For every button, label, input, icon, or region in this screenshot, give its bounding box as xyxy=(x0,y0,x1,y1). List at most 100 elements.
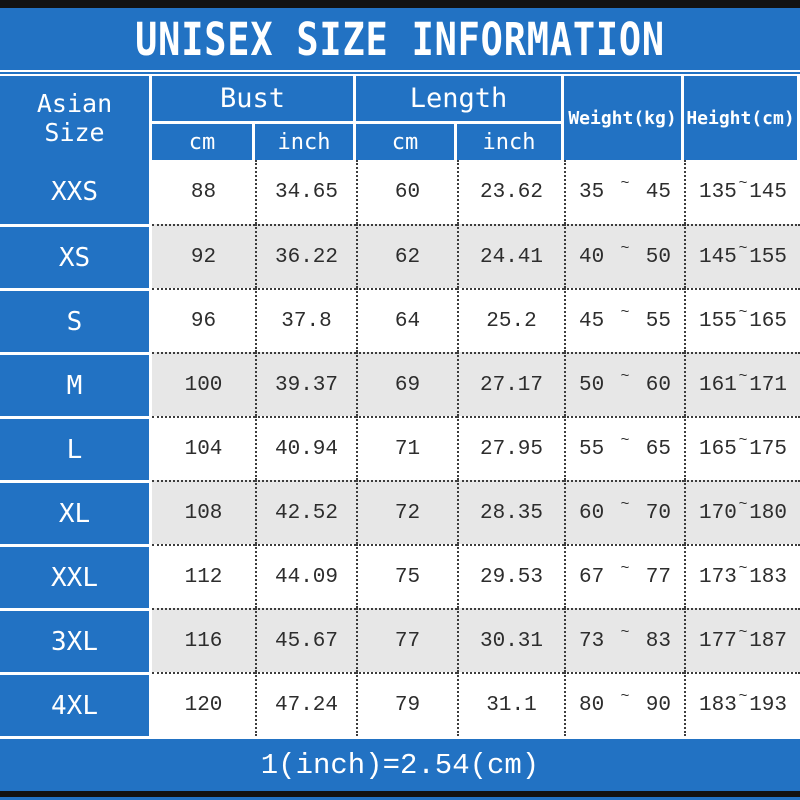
size-label: L xyxy=(0,416,152,480)
tilde-separator: ~ xyxy=(738,239,748,257)
height-hi: 171 xyxy=(749,373,787,397)
title-banner: UNISEX SIZE INFORMATION xyxy=(0,8,800,70)
cell-weight-range: 55 ~65 xyxy=(564,416,685,480)
size-label: 4XL xyxy=(0,672,152,736)
cell-weight-range: 73 ~83 xyxy=(564,608,685,672)
cell-length-cm: 64 xyxy=(356,288,457,352)
column-subheader-length-cm: cm xyxy=(356,124,457,160)
conversion-note-banner: 1(inch)=2.54(cm) xyxy=(0,736,800,791)
height-lo: 173 xyxy=(699,565,737,589)
column-subheader-bust-inch: inch xyxy=(255,124,356,160)
page-title: UNISEX SIZE INFORMATION xyxy=(135,12,665,66)
cell-bust-cm: 112 xyxy=(152,544,255,608)
size-label: XL xyxy=(0,480,152,544)
weight-hi: 65 xyxy=(645,437,671,461)
cell-height-range: 173 ~183 xyxy=(684,544,800,608)
height-hi: 165 xyxy=(749,309,787,333)
column-subheader-bust-cm: cm xyxy=(152,124,255,160)
weight-lo: 80 xyxy=(579,693,605,717)
cell-length-cm: 69 xyxy=(356,352,457,416)
cell-length-inch: 27.17 xyxy=(457,352,565,416)
tilde-separator: ~ xyxy=(738,367,748,385)
weight-hi: 50 xyxy=(645,245,671,269)
height-hi: 155 xyxy=(749,245,787,269)
height-range-values: 170 ~180 xyxy=(686,497,800,525)
cell-height-range: 145 ~155 xyxy=(684,224,800,288)
height-range-values: 155 ~165 xyxy=(686,305,800,333)
cell-bust-inch: 34.65 xyxy=(255,160,356,224)
cell-weight-range: 40 ~50 xyxy=(564,224,685,288)
cell-bust-inch: 39.37 xyxy=(255,352,356,416)
column-subheader-length-inch: inch xyxy=(457,124,565,160)
table-row: XL 108 42.52 72 28.35 60 ~70 170 ~180 xyxy=(0,480,800,544)
tilde-separator: ~ xyxy=(620,303,630,321)
height-hi: 175 xyxy=(749,437,787,461)
table-row: L 104 40.94 71 27.95 55 ~65 165 ~175 xyxy=(0,416,800,480)
cell-weight-range: 45 ~55 xyxy=(564,288,685,352)
height-range-values: 173 ~183 xyxy=(686,561,800,589)
height-range-values: 161 ~171 xyxy=(686,369,800,397)
height-lo: 155 xyxy=(699,309,737,333)
cell-length-inch: 30.31 xyxy=(457,608,565,672)
weight-range-values: 60 ~70 xyxy=(566,497,684,525)
height-lo: 135 xyxy=(699,180,737,204)
weight-lo: 45 xyxy=(579,309,605,333)
weight-hi: 77 xyxy=(645,565,671,589)
height-hi: 193 xyxy=(749,693,787,717)
header-group-row: Asian Size Bust Length Weight(kg) Height… xyxy=(0,76,800,160)
table-row: 3XL 116 45.67 77 30.31 73 ~83 177 ~187 xyxy=(0,608,800,672)
cell-bust-cm: 96 xyxy=(152,288,255,352)
weight-range-values: 40 ~50 xyxy=(566,241,684,269)
column-group-length: Length xyxy=(356,76,565,124)
weight-lo: 40 xyxy=(579,245,605,269)
height-hi: 145 xyxy=(749,180,787,204)
weight-hi: 60 xyxy=(645,373,671,397)
height-range-values: 183 ~193 xyxy=(686,689,800,717)
height-range-values: 165 ~175 xyxy=(686,433,800,461)
bottom-border-bar xyxy=(0,791,800,797)
cell-length-cm: 77 xyxy=(356,608,457,672)
cell-height-range: 165 ~175 xyxy=(684,416,800,480)
size-chart-table: Asian Size Bust Length Weight(kg) Height… xyxy=(0,76,800,736)
cell-bust-cm: 108 xyxy=(152,480,255,544)
cell-bust-inch: 47.24 xyxy=(255,672,356,736)
cell-length-inch: 23.62 xyxy=(457,160,565,224)
size-label: XXS xyxy=(0,160,152,224)
tilde-separator: ~ xyxy=(620,174,630,192)
tilde-separator: ~ xyxy=(738,303,748,321)
cell-weight-range: 50 ~60 xyxy=(564,352,685,416)
table-row: S 96 37.8 64 25.2 45 ~55 155 ~165 xyxy=(0,288,800,352)
weight-range-values: 67 ~77 xyxy=(566,561,684,589)
tilde-separator: ~ xyxy=(620,239,630,257)
table-row: XXS 88 34.65 60 23.62 35 ~45 135 ~145 xyxy=(0,160,800,224)
cell-bust-cm: 88 xyxy=(152,160,255,224)
cell-weight-range: 60 ~70 xyxy=(564,480,685,544)
cell-length-inch: 31.1 xyxy=(457,672,565,736)
tilde-separator: ~ xyxy=(738,174,748,192)
cell-height-range: 183 ~193 xyxy=(684,672,800,736)
size-label: M xyxy=(0,352,152,416)
cell-bust-cm: 100 xyxy=(152,352,255,416)
cell-bust-cm: 104 xyxy=(152,416,255,480)
cell-length-inch: 24.41 xyxy=(457,224,565,288)
cell-bust-inch: 37.8 xyxy=(255,288,356,352)
column-header-asian-size: Asian Size xyxy=(0,76,152,160)
height-hi: 183 xyxy=(749,565,787,589)
cell-length-cm: 60 xyxy=(356,160,457,224)
height-lo: 170 xyxy=(699,501,737,525)
weight-hi: 45 xyxy=(645,180,671,204)
cell-length-cm: 71 xyxy=(356,416,457,480)
tilde-separator: ~ xyxy=(620,431,630,449)
cell-bust-cm: 120 xyxy=(152,672,255,736)
weight-lo: 55 xyxy=(579,437,605,461)
weight-range-values: 80 ~90 xyxy=(566,689,684,717)
cell-length-cm: 72 xyxy=(356,480,457,544)
title-separator-line xyxy=(0,70,800,76)
cell-height-range: 161 ~171 xyxy=(684,352,800,416)
cell-bust-cm: 92 xyxy=(152,224,255,288)
tilde-separator: ~ xyxy=(620,623,630,641)
header-unit-row: cm inch cm inch xyxy=(0,124,800,160)
cell-bust-inch: 45.67 xyxy=(255,608,356,672)
weight-hi: 83 xyxy=(645,629,671,653)
table-body: XXS 88 34.65 60 23.62 35 ~45 135 ~145 XS 92 36.22 62… xyxy=(0,160,800,736)
